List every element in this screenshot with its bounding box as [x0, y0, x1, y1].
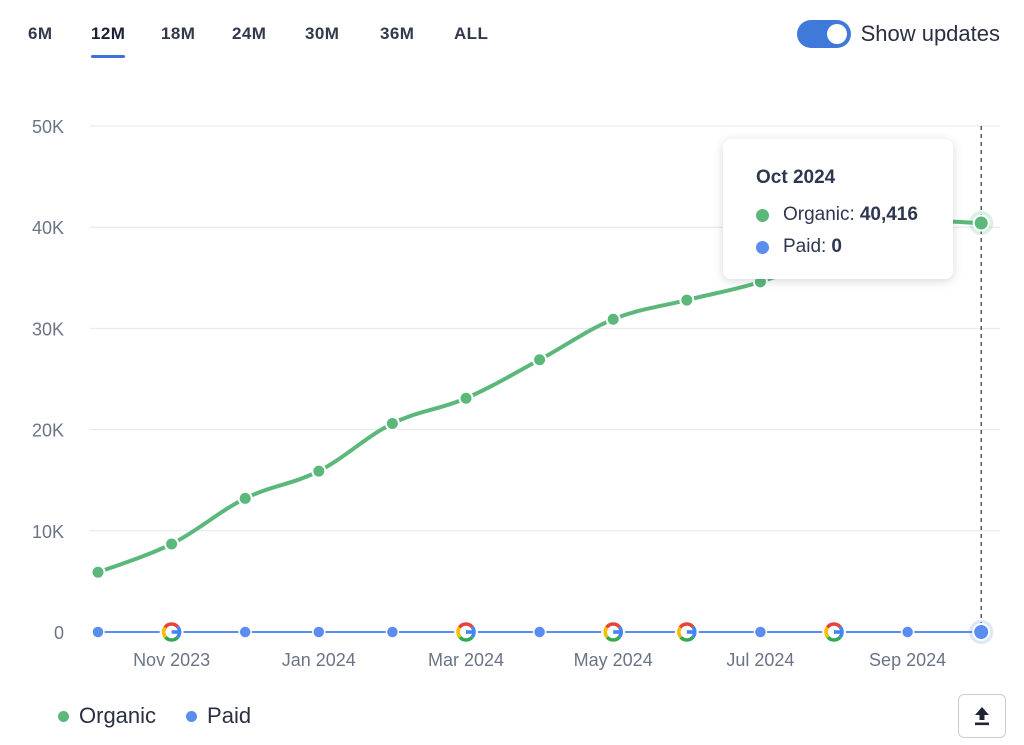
x-tick-label: May 2024 [574, 650, 653, 670]
upload-icon [975, 707, 989, 726]
y-tick-label: 20K [32, 421, 64, 441]
google-icon[interactable] [454, 620, 478, 644]
chart-tooltip: Oct 2024 Organic: 40,416 Paid: 0 [723, 139, 953, 279]
paid-point [385, 625, 400, 639]
x-tick-label: Nov 2023 [133, 650, 210, 670]
y-tick-label: 0 [54, 623, 64, 643]
tab-12m[interactable]: 12M [91, 24, 126, 58]
tooltip-organic-value: 40,416 [859, 204, 918, 225]
tooltip-paid-row: Paid: 0 [756, 231, 953, 263]
organic-point [384, 416, 400, 432]
tab-30m[interactable]: 30M [305, 24, 340, 43]
paid-point [753, 625, 768, 639]
organic-point [458, 390, 474, 406]
organic-point [679, 292, 695, 308]
legend-dot-icon [58, 710, 69, 722]
paid-point [972, 623, 991, 641]
toggle-switch[interactable] [796, 20, 851, 48]
toggle-label: Show updates [860, 21, 1000, 46]
paid-dot-icon [756, 240, 769, 254]
organic-point [237, 490, 253, 506]
tooltip-organic-label: Organic: [783, 204, 855, 225]
google-icon[interactable] [159, 620, 184, 644]
x-tick-label: Sep 2024 [869, 650, 946, 670]
tooltip-organic-row: Organic: 40,416 [756, 199, 953, 231]
organic-dot-icon [756, 208, 769, 222]
traffic-chart: 0 10K 20K 30K 40K 50K Nov 2023 Jan 2024 Mar 2024… [32, 117, 1000, 670]
tooltip-paid-label: Paid: [783, 236, 827, 257]
y-tick-label: 50K [32, 117, 64, 137]
y-tick-label: 10K [32, 522, 64, 542]
tab-6m[interactable]: 6M [28, 24, 53, 43]
legend-label-paid: Paid [207, 703, 252, 728]
show-updates-toggle[interactable]: Show updates [796, 20, 1000, 48]
toggle-knob [826, 24, 847, 44]
tab-18m[interactable]: 18M [161, 24, 196, 43]
export-button[interactable] [958, 694, 1006, 738]
tooltip-title: Oct 2024 [756, 167, 836, 188]
organic-point [311, 463, 327, 479]
paid-point [900, 625, 915, 639]
organic-point [90, 564, 106, 580]
y-tick-label: 30K [32, 319, 64, 339]
legend-dot-icon [186, 710, 198, 722]
organic-point [532, 352, 548, 368]
google-icon[interactable] [822, 620, 846, 644]
legend-item-paid[interactable]: Paid [186, 703, 251, 729]
x-tick-label: Mar 2024 [428, 650, 504, 670]
paid-point [238, 625, 252, 639]
x-tick-label: Jan 2024 [282, 650, 356, 670]
tooltip-paid-value: 0 [831, 236, 842, 257]
x-tick-label: Jul 2024 [726, 650, 794, 670]
tab-24m[interactable]: 24M [232, 24, 267, 43]
legend-label-organic: Organic [79, 703, 157, 728]
legend-item-organic[interactable]: Organic [58, 703, 156, 729]
paid-point [532, 625, 547, 639]
y-tick-label: 40K [32, 218, 64, 238]
tab-all[interactable]: ALL [454, 24, 489, 43]
google-icon[interactable] [674, 620, 699, 644]
paid-point [91, 625, 105, 639]
organic-point [972, 214, 990, 232]
tab-36m[interactable]: 36M [380, 24, 415, 43]
paid-point [312, 625, 326, 639]
organic-point [605, 311, 621, 327]
google-icon[interactable] [601, 620, 626, 644]
organic-point [164, 536, 180, 552]
chart-legend: Organic Paid [58, 703, 251, 729]
